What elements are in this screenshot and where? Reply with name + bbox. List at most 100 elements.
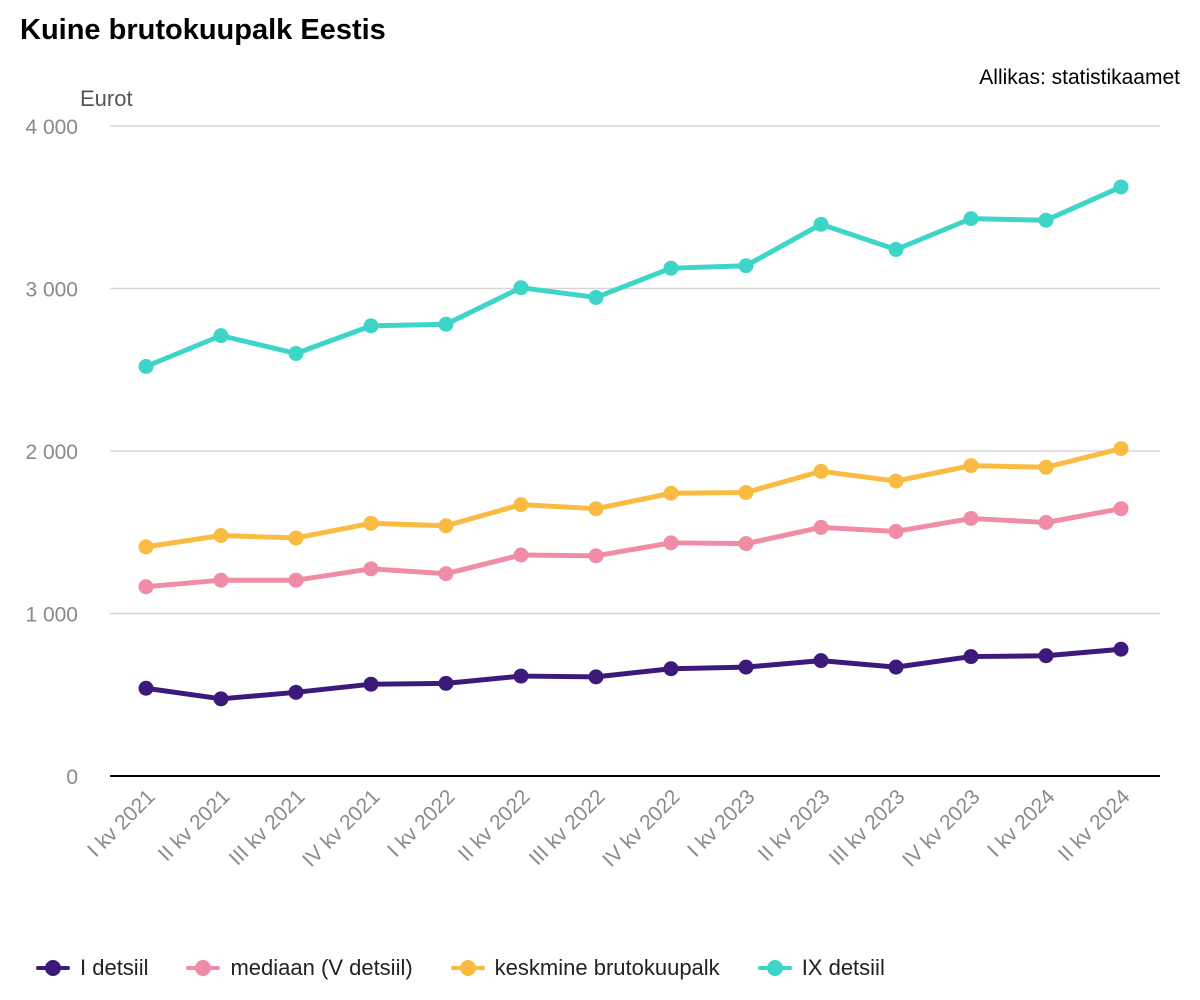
y-axis-label: Eurot bbox=[80, 86, 133, 111]
data-point bbox=[888, 242, 904, 257]
data-point bbox=[588, 548, 604, 564]
legend-marker-icon bbox=[186, 960, 221, 976]
data-point bbox=[963, 458, 979, 474]
x-tick-label: II kv 2023 bbox=[754, 785, 835, 866]
data-point bbox=[513, 280, 529, 296]
data-point bbox=[213, 328, 229, 344]
data-point bbox=[1113, 441, 1129, 457]
legend-label: mediaan (V detsiil) bbox=[230, 955, 413, 980]
data-point bbox=[1038, 459, 1054, 475]
y-tick-label: 0 bbox=[66, 766, 78, 789]
data-point bbox=[438, 316, 454, 332]
data-point bbox=[888, 659, 904, 675]
legend-item: IX detsiil bbox=[757, 955, 885, 981]
data-point bbox=[213, 691, 229, 707]
data-point bbox=[813, 653, 829, 669]
x-tick-label: II kv 2024 bbox=[1054, 785, 1135, 866]
x-tick-label: II kv 2021 bbox=[154, 785, 235, 866]
data-point bbox=[1113, 501, 1129, 517]
x-tick-label: I kv 2024 bbox=[983, 785, 1060, 862]
data-point bbox=[288, 346, 304, 361]
data-point bbox=[813, 463, 829, 479]
data-point bbox=[363, 561, 379, 577]
legend-label: IX detsiil bbox=[801, 955, 885, 980]
legend-item: mediaan (V detsiil) bbox=[186, 955, 413, 981]
data-point bbox=[588, 669, 604, 685]
data-point bbox=[1038, 212, 1054, 228]
series-lines bbox=[138, 179, 1129, 707]
series-line bbox=[143, 646, 1124, 702]
data-point bbox=[888, 523, 904, 539]
x-tick-label: IV kv 2021 bbox=[298, 785, 384, 871]
data-point bbox=[588, 501, 604, 517]
series-2 bbox=[138, 441, 1129, 555]
chart-title: Kuine brutokuupalk Eestis bbox=[20, 14, 386, 46]
x-tick-label: I kv 2021 bbox=[83, 785, 160, 862]
series-3 bbox=[138, 179, 1129, 374]
data-point bbox=[663, 485, 679, 501]
x-tick-label: III kv 2021 bbox=[225, 785, 310, 870]
data-point bbox=[363, 515, 379, 531]
data-point bbox=[438, 518, 454, 534]
data-point bbox=[138, 539, 154, 555]
data-point bbox=[213, 528, 229, 543]
data-point bbox=[138, 359, 154, 374]
data-point bbox=[1038, 515, 1054, 530]
data-point bbox=[588, 289, 604, 305]
data-point bbox=[288, 572, 304, 588]
data-point bbox=[288, 530, 304, 546]
data-point bbox=[963, 211, 979, 227]
data-point bbox=[963, 510, 979, 526]
x-tick-label: III kv 2023 bbox=[825, 785, 910, 870]
data-point bbox=[138, 680, 154, 696]
y-tick-label: 2 000 bbox=[25, 441, 78, 464]
data-point bbox=[138, 579, 154, 595]
data-point bbox=[738, 484, 754, 500]
data-point bbox=[1038, 648, 1054, 664]
data-point bbox=[363, 676, 379, 692]
legend-marker-icon bbox=[757, 960, 792, 976]
data-point bbox=[813, 519, 829, 535]
data-point bbox=[1113, 641, 1129, 657]
y-tick-label: 1 000 bbox=[25, 604, 78, 627]
x-tick-label: I kv 2023 bbox=[683, 785, 760, 862]
series-line bbox=[143, 184, 1124, 369]
data-point bbox=[738, 659, 754, 675]
data-point bbox=[738, 536, 754, 552]
data-point bbox=[888, 473, 904, 489]
data-point bbox=[288, 684, 304, 700]
series-line bbox=[143, 506, 1124, 590]
legend-marker-icon bbox=[36, 960, 70, 976]
y-tick-label: 3 000 bbox=[25, 279, 78, 302]
data-point bbox=[963, 649, 979, 665]
x-tick-label: II kv 2022 bbox=[454, 785, 535, 866]
series-0 bbox=[138, 641, 1129, 707]
series-1 bbox=[138, 501, 1129, 595]
data-point bbox=[213, 572, 229, 588]
data-point bbox=[663, 535, 679, 551]
grid-lines bbox=[110, 125, 1160, 777]
data-point bbox=[813, 216, 829, 232]
series-line bbox=[143, 446, 1124, 550]
data-point bbox=[438, 675, 454, 691]
x-tick-label: IV kv 2022 bbox=[598, 785, 684, 871]
legend-marker-icon bbox=[450, 960, 485, 976]
data-point bbox=[663, 661, 679, 677]
data-point bbox=[513, 668, 529, 684]
data-point bbox=[738, 258, 754, 274]
source-note: Allikas: statistikaamet bbox=[979, 66, 1180, 89]
x-tick-label: IV kv 2023 bbox=[898, 785, 984, 871]
legend-item: I detsiil bbox=[36, 955, 148, 981]
x-tick-label: I kv 2022 bbox=[383, 785, 460, 862]
data-point bbox=[663, 260, 679, 276]
data-point bbox=[513, 497, 529, 513]
data-point bbox=[363, 318, 379, 334]
legend-item: keskmine brutokuupalk bbox=[450, 955, 720, 981]
legend-label: I detsiil bbox=[80, 955, 149, 980]
y-tick-label: 4 000 bbox=[25, 116, 78, 139]
data-point bbox=[438, 566, 454, 582]
data-point bbox=[513, 547, 529, 563]
legend-label: keskmine brutokuupalk bbox=[494, 955, 720, 980]
